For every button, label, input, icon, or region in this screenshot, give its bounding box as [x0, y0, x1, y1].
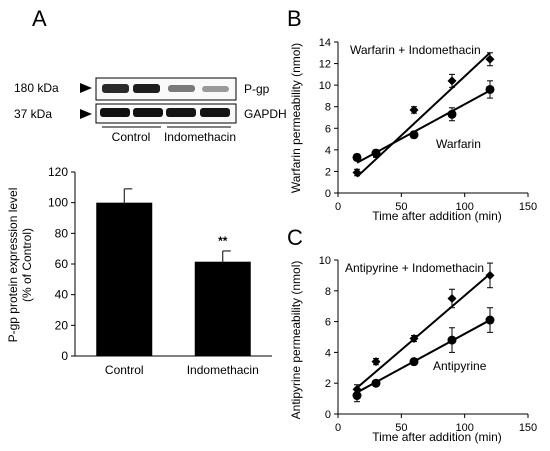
blot-marker-label-gapdh: 37 kDa — [14, 107, 52, 121]
chart-c-point-diamond — [409, 334, 419, 344]
chart-c-x-tick-label: 100 — [455, 422, 473, 434]
chart-b-y-tick-label: 2 — [325, 166, 331, 178]
chart-a-bar — [194, 261, 251, 356]
chart-c-y-tick-label: 10 — [319, 255, 331, 267]
blot-box-pgp — [95, 77, 237, 101]
chart-c-y-tick-label: 0 — [325, 409, 331, 421]
chart-b-ylabel: Warfarin permeability (nmol) — [289, 43, 303, 193]
panel-label-b: B — [287, 6, 302, 31]
chart-c-point-diamond — [371, 357, 381, 367]
chart-b-y-tick-label: 4 — [325, 145, 331, 157]
chart-c-y-tick-label: 8 — [325, 286, 331, 298]
blot-protein-label-gapdh: GAPDH — [244, 107, 287, 121]
chart-c-point-diamond — [447, 294, 457, 303]
chart-a-y-tick-label: 0 — [61, 349, 68, 363]
gapdh-band — [133, 108, 163, 117]
chart-b-y-tick-label: 10 — [319, 80, 331, 92]
chart-a-y-tick-label: 120 — [48, 165, 68, 179]
chart-b-y-tick-label: 0 — [325, 188, 331, 200]
chart-a-y-tick-label: 20 — [55, 318, 69, 332]
chart-b-point-circle — [447, 109, 457, 119]
blot-marker-label-pgp: 180 kDa — [14, 81, 59, 95]
chart-b-point-circle — [352, 152, 362, 162]
blot-marker-arrow-pgp — [80, 83, 92, 93]
chart-b-point-circle — [485, 84, 495, 94]
chart-b-x-tick-label: 150 — [519, 201, 537, 213]
chart-a-bar — [96, 202, 153, 356]
chart-c-point-circle — [485, 315, 495, 325]
chart-c-x-tick-label: 50 — [395, 422, 407, 434]
panel-label-c: C — [287, 225, 303, 250]
chart-a-y-tick-label: 60 — [55, 257, 69, 271]
chart-b-point-circle — [409, 130, 419, 140]
chart-c-series-label: Antipyrine — [433, 359, 487, 373]
chart-c-ylabel: Antipyrine permeability (nmol) — [289, 261, 303, 420]
pgp-band — [102, 84, 129, 93]
chart-a-category-label: Control — [105, 363, 144, 377]
chart-c-point-circle — [352, 391, 362, 401]
chart-c-y-tick-label: 4 — [325, 347, 331, 359]
chart-a-bar: P-gp protein expression level (% of Cont… — [6, 165, 272, 377]
western-blot: 180 kDa 37 kDa P-gp GAPDH Control Indome… — [14, 77, 287, 144]
chart-b-scatter: Warfarin permeability (nmol) Time after … — [289, 37, 537, 223]
chart-b-x-tick-label: 50 — [395, 201, 407, 213]
chart-c-fit-line — [356, 273, 491, 389]
chart-b-point-diamond — [447, 76, 457, 86]
chart-c-point-diamond — [485, 270, 495, 280]
gapdh-band — [200, 108, 230, 117]
chart-b-series-label: Warfarin + Indomethacin — [350, 43, 481, 57]
chart-b-y-tick-label: 6 — [325, 123, 331, 135]
chart-c-series-label: Antipyrine + Indomethacin — [345, 261, 484, 275]
chart-a-y-tick-label: 40 — [55, 288, 69, 302]
chart-c-point-circle — [447, 335, 457, 345]
chart-b-point-circle — [371, 148, 381, 158]
chart-a-significance-label: ** — [218, 234, 228, 248]
panel-label-a: A — [32, 6, 47, 31]
blot-group-label-indomethacin: Indomethacin — [164, 130, 236, 144]
chart-c-x-tick-label: 150 — [519, 422, 537, 434]
chart-b-series-label: Warfarin — [436, 137, 481, 151]
chart-c-xlabel: Time after addition (min) — [372, 430, 502, 444]
chart-c-x-tick-label: 0 — [335, 422, 341, 434]
chart-b-point-diamond — [485, 54, 495, 64]
chart-b-point-diamond — [409, 105, 419, 115]
blot-marker-arrow-gapdh — [80, 109, 92, 119]
chart-b-xlabel: Time after addition (min) — [372, 209, 502, 223]
blot-protein-label-pgp: P-gp — [244, 82, 270, 96]
chart-a-category-label: Indomethacin — [187, 363, 259, 377]
pgp-band — [202, 86, 229, 92]
chart-a-y-tick-label: 100 — [48, 196, 68, 210]
pgp-band — [133, 84, 160, 93]
gapdh-band — [166, 108, 196, 117]
chart-c-point-circle — [409, 357, 419, 367]
pgp-band — [168, 85, 195, 92]
blot-group-label-control: Control — [112, 130, 151, 144]
chart-b-x-tick-label: 100 — [455, 201, 473, 213]
chart-b-y-tick-label: 8 — [325, 102, 331, 114]
chart-c-y-tick-label: 2 — [325, 378, 331, 390]
chart-c-y-tick-label: 6 — [325, 317, 331, 329]
chart-c-point-circle — [371, 378, 381, 388]
chart-b-x-tick-label: 0 — [335, 201, 341, 213]
chart-b-y-tick-label: 14 — [319, 37, 331, 49]
gapdh-band — [100, 108, 130, 117]
chart-a-ylabel-line1: P-gp protein expression level — [6, 188, 20, 343]
chart-c-scatter: Antipyrine permeability (nmol) Time afte… — [289, 255, 537, 444]
chart-b-y-tick-label: 12 — [319, 59, 331, 71]
chart-a-y-tick-label: 80 — [55, 226, 69, 240]
chart-a-ylabel-line2: (% of Control) — [20, 228, 34, 302]
chart-b-point-diamond — [352, 168, 362, 178]
chart-b-fit-line — [356, 52, 491, 178]
